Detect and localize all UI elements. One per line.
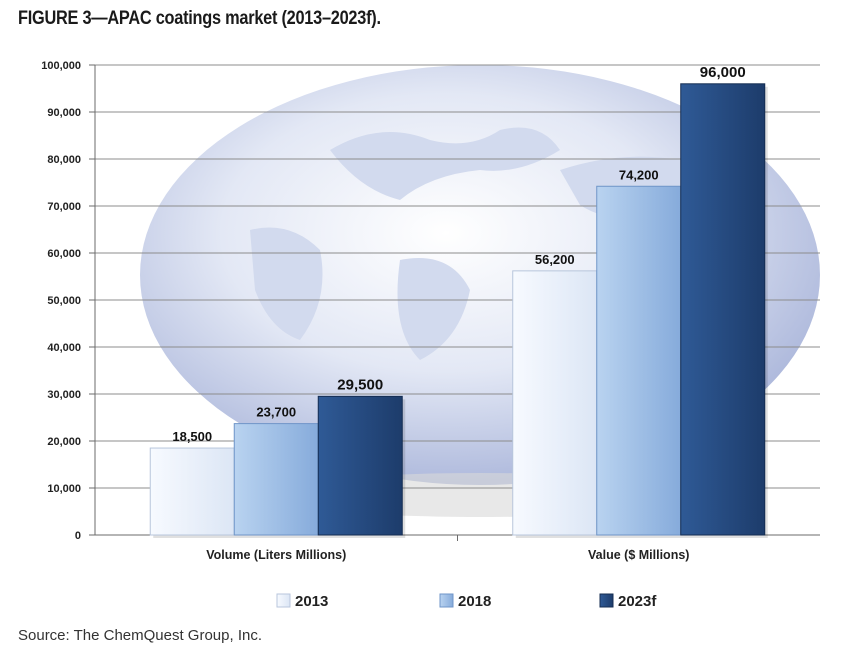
bar-2013 — [149, 447, 235, 536]
y-axis: 0 10,000 20,000 30,000 40,000 50,000 60,000 70,… — [41, 60, 96, 542]
data-label: 18,500 — [172, 429, 212, 444]
bar-2018 — [233, 423, 319, 536]
y-tick-label: 10,000 — [47, 483, 81, 495]
legend-swatch-2013 — [276, 593, 291, 608]
y-tick-label: 30,000 — [47, 389, 81, 401]
y-tick-label: 90,000 — [47, 107, 81, 119]
legend: 2013 2018 2023f — [276, 593, 657, 610]
y-tick-label: 0 — [75, 530, 81, 542]
x-category-label: Volume (Liters Millions) — [206, 548, 346, 562]
data-label: 74,200 — [619, 167, 659, 182]
y-tick-label: 100,000 — [41, 60, 81, 72]
data-label: 29,500 — [337, 376, 383, 393]
bar-2018 — [596, 185, 682, 536]
legend-label: 2018 — [458, 593, 491, 610]
y-tick-label: 80,000 — [47, 154, 81, 166]
bar-2023f — [317, 395, 403, 536]
x-category-label: Value ($ Millions) — [588, 548, 689, 562]
y-tick-label: 20,000 — [47, 436, 81, 448]
bar-2013 — [512, 270, 598, 536]
y-tick-label: 50,000 — [47, 295, 81, 307]
y-tick-label: 40,000 — [47, 342, 81, 354]
bar-2023f — [680, 83, 766, 536]
legend-swatch-2023f — [599, 593, 614, 608]
source-note: Source: The ChemQuest Group, Inc. — [18, 627, 263, 644]
data-label: 96,000 — [700, 64, 746, 81]
x-axis: Volume (Liters Millions) Value ($ Million… — [206, 535, 689, 562]
data-label: 23,700 — [256, 405, 296, 420]
legend-swatch-2018 — [439, 593, 454, 608]
y-tick-label: 70,000 — [47, 201, 81, 213]
y-tick-label: 60,000 — [47, 248, 81, 260]
legend-label: 2023f — [618, 593, 657, 610]
legend-label: 2013 — [295, 593, 328, 610]
bars: 18,500 23,700 29,500 56,200 74,200 96,000 — [149, 64, 768, 539]
data-label: 56,200 — [535, 252, 575, 267]
figure-title: FIGURE 3—APAC coatings market (2013–2023… — [18, 8, 381, 29]
